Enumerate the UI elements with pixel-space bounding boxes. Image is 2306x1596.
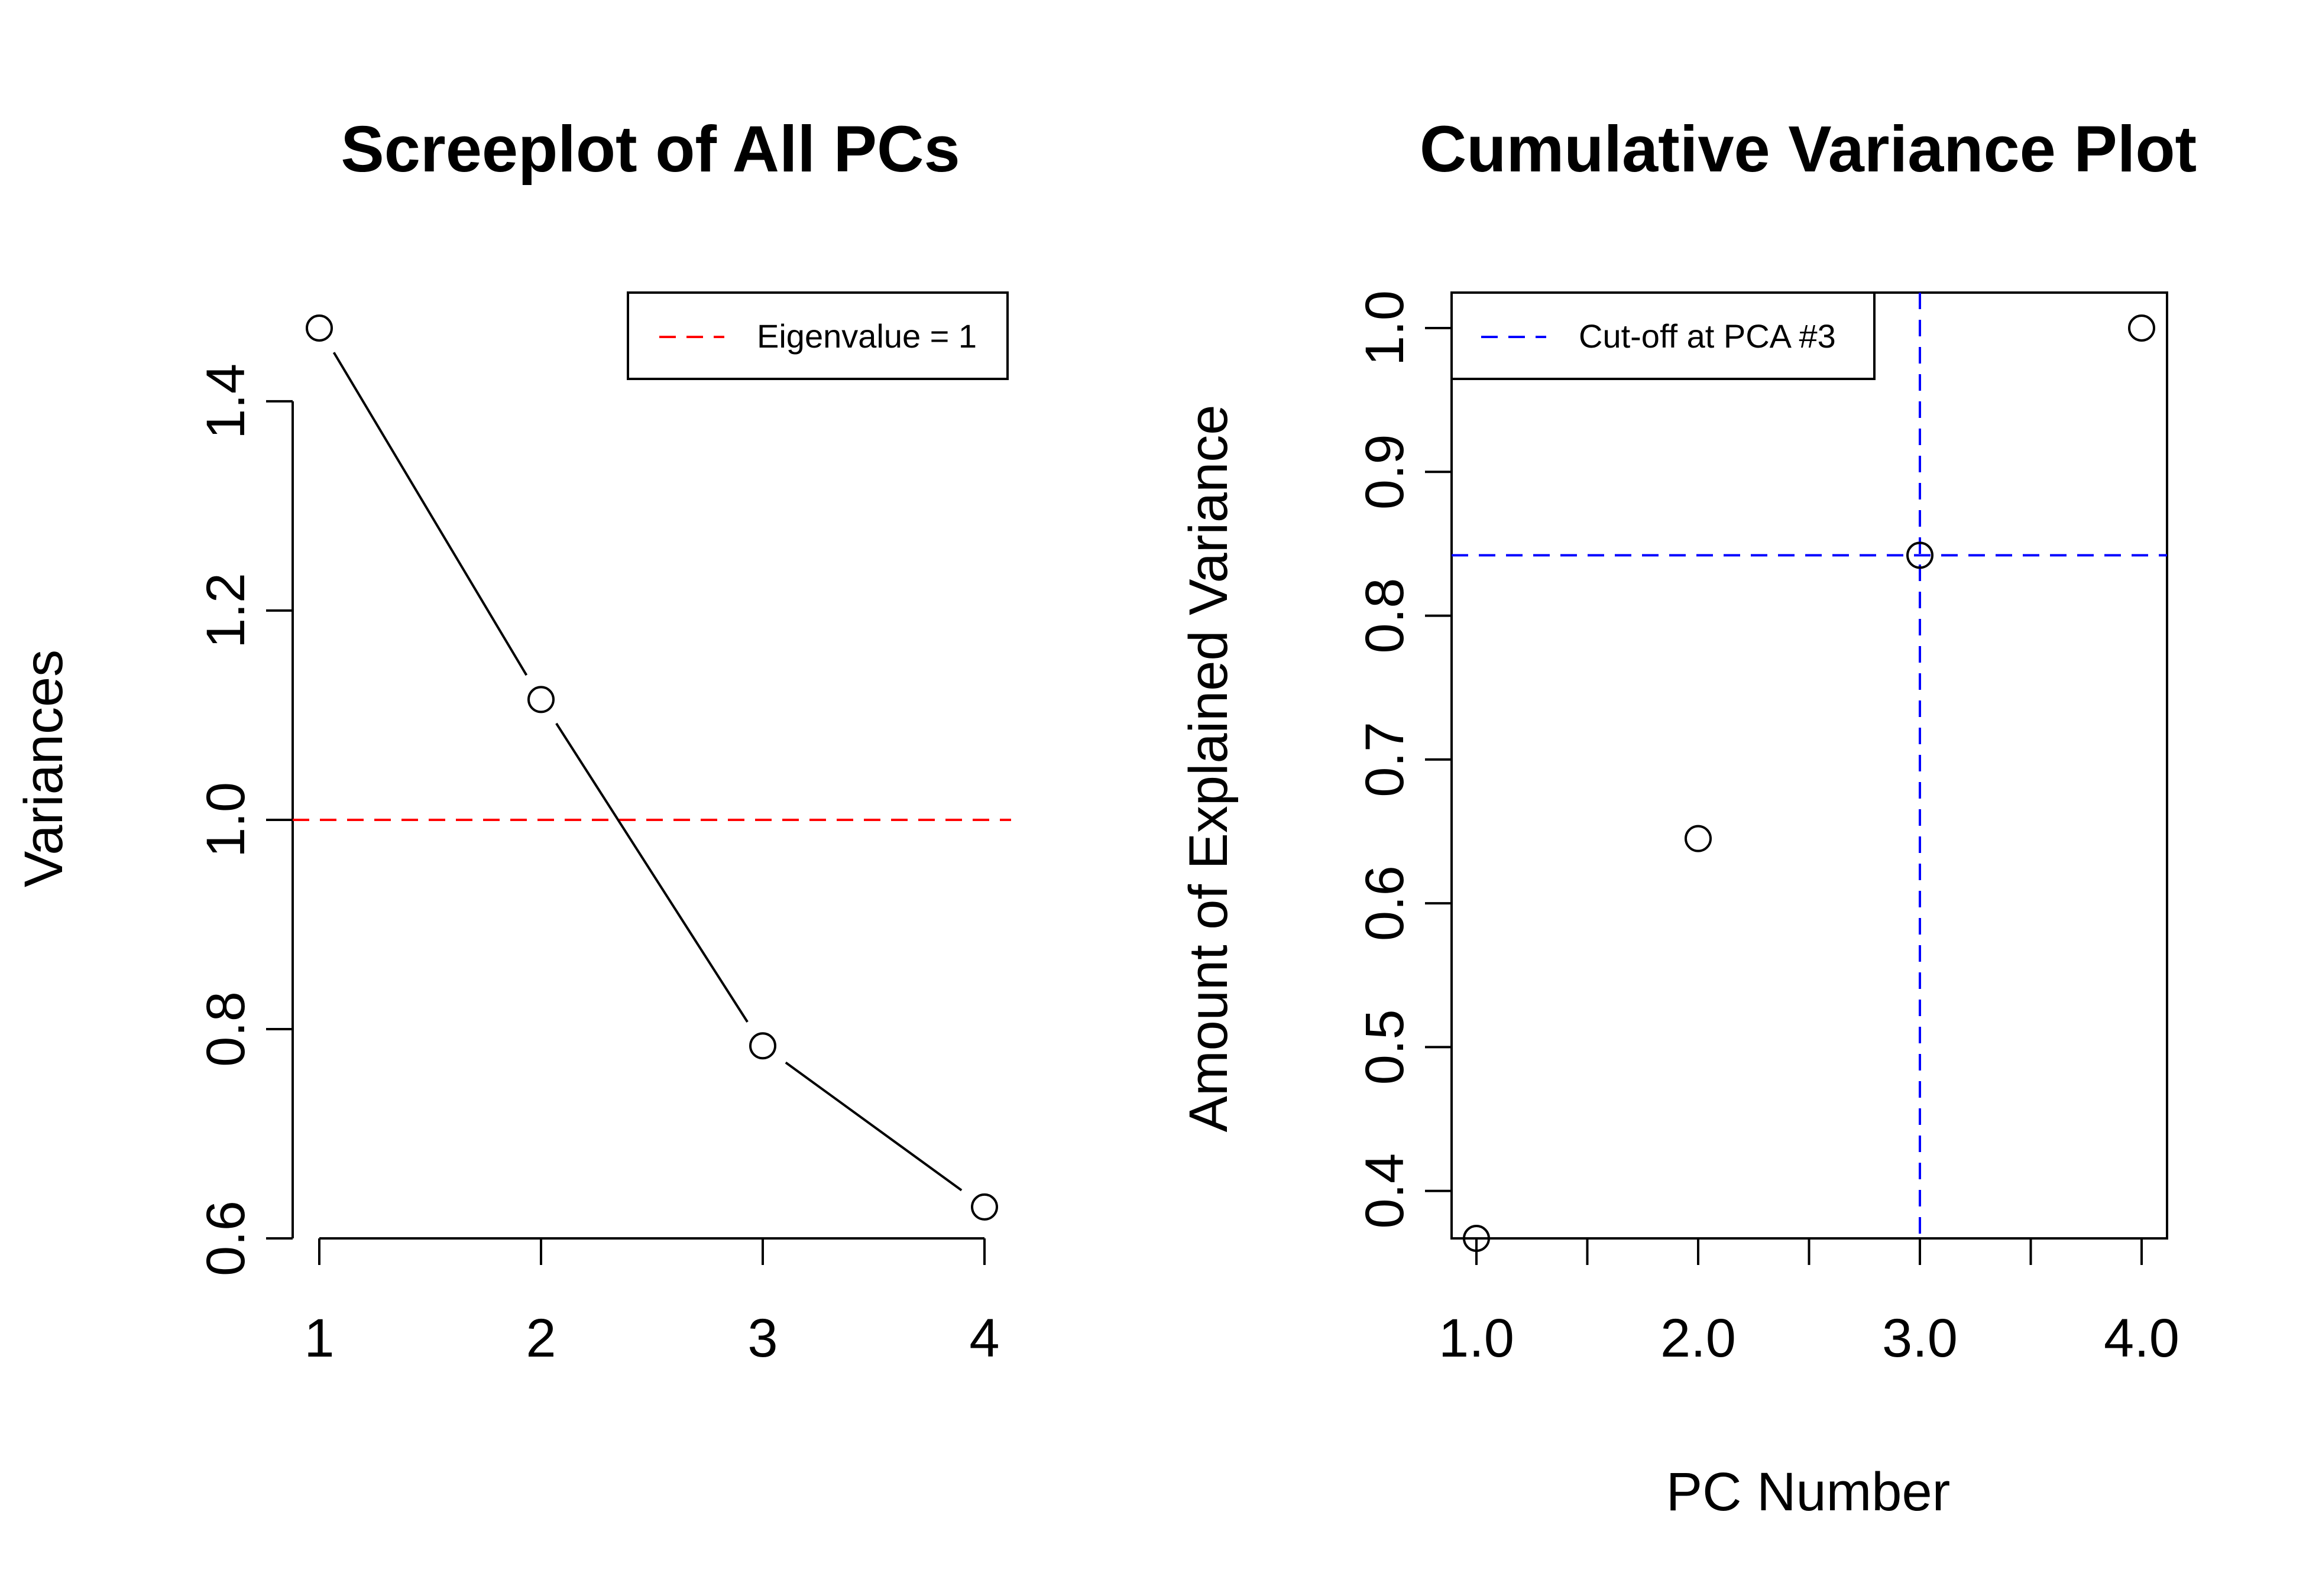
cumulative-point [1906,541,1933,569]
screeplot-axes: 0.6 0.8 1.0 1.2 1.4 1 2 3 4 [196,364,1000,1368]
screeplot-title: Screeplot of All PCs [341,113,960,186]
cumulative-x-tick-label: 2.0 [1660,1308,1736,1368]
cumulative-y-tick-label: 0.8 [1355,578,1415,654]
cumulative-y-tick-label: 0.4 [1355,1153,1415,1229]
screeplot-x-tick-label: 1 [304,1308,334,1368]
cumulative-variance-panel: Cumulative Variance Plot Amount of Expla… [1178,113,2197,1522]
screeplot-x-tick-label: 2 [526,1308,556,1368]
screeplot-line-segment [785,1061,963,1192]
screeplot-series [306,314,998,1221]
cumulative-y-tick-label: 0.9 [1355,434,1415,510]
screeplot-point [306,314,333,342]
screeplot-legend-label: Eigenvalue = 1 [757,317,977,355]
screeplot-point [527,686,555,713]
cumulative-point [1685,825,1712,852]
cumulative-legend-label: Cut-off at PCA #3 [1579,317,1836,355]
cumulative-point [1463,1225,1490,1252]
screeplot-x-tick-label: 4 [969,1308,999,1368]
screeplot-panel: Screeplot of All PCs Variances 0.6 0.8 1.0… [14,113,1011,1368]
screeplot-line-segment [555,722,749,1023]
cumulative-y-tick-label: 1.0 [1355,290,1415,366]
screeplot-legend: Eigenvalue = 1 [627,291,1009,380]
cumulative-title: Cumulative Variance Plot [1420,113,2197,186]
cumulative-x-tick-label: 3.0 [1882,1308,1958,1368]
screeplot-y-tick-label: 1.2 [196,573,256,648]
cumulative-reference-lines [1452,293,2167,1238]
screeplot-x-tick-label: 3 [747,1308,778,1368]
cumulative-x-tick-label: 4.0 [2104,1308,2179,1368]
screeplot-y-tick-label: 0.6 [196,1201,256,1276]
cumulative-y-axis-title: Amount of Explained Variance [1178,405,1239,1133]
screeplot-point [749,1032,776,1060]
cumulative-x-axis-title: PC Number [1666,1462,1951,1522]
cumulative-y-tick-label: 0.7 [1355,722,1415,797]
cumulative-x-tick-label: 1.0 [1439,1308,1514,1368]
screeplot-point [971,1193,998,1221]
screeplot-line-segment [332,352,528,676]
cumulative-point [2128,314,2155,342]
screeplot-y-axis-title: Variances [14,650,74,887]
cumulative-y-tick-label: 0.5 [1355,1009,1415,1085]
cumulative-series [1463,314,2155,1252]
screeplot-y-tick-label: 1.0 [196,782,256,858]
screeplot-y-tick-label: 1.4 [196,364,256,439]
screeplot-y-tick-label: 0.8 [196,991,256,1067]
cumulative-y-tick-label: 0.6 [1355,865,1415,941]
cumulative-legend: Cut-off at PCA #3 [1450,291,1876,380]
